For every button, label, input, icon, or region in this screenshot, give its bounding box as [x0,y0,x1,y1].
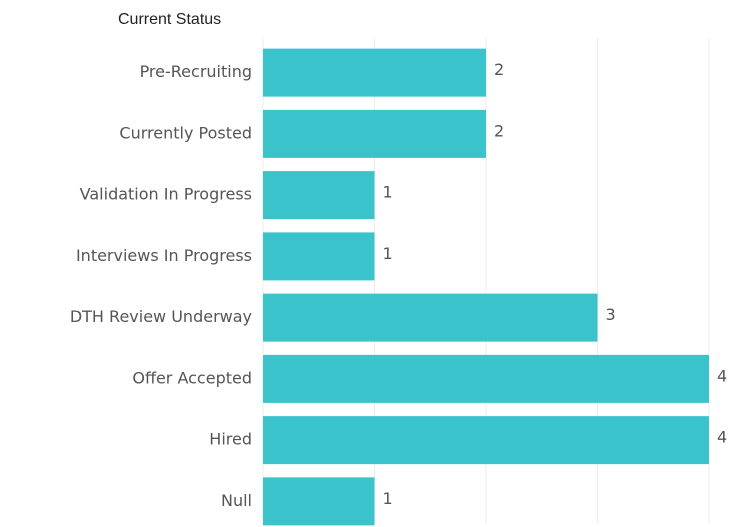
value-label: 1 [383,244,393,263]
value-label: 4 [717,366,727,385]
value-label: 4 [717,428,727,447]
y-tick-label: Pre-Recruiting [140,62,252,81]
chart-title: Current Status [118,11,221,28]
y-tick-label: Validation In Progress [80,185,252,204]
value-label: 3 [606,305,616,324]
value-label: 1 [383,183,393,202]
value-label: 2 [494,60,504,79]
bar [263,416,709,465]
value-label: 1 [383,489,393,508]
y-tick-label: Currently Posted [119,123,252,142]
y-tick-label: Interviews In Progress [76,246,252,265]
bar [263,109,486,158]
bar [263,171,375,220]
bar [263,232,375,281]
bar [263,477,375,526]
value-label: 2 [494,121,504,140]
y-tick-label: Offer Accepted [132,368,252,387]
bar [263,293,598,342]
y-tick-label: DTH Review Underway [70,307,252,326]
y-tick-label: Hired [209,430,252,449]
y-tick-label: Null [221,491,252,510]
bar [263,354,709,403]
bar [263,48,486,97]
